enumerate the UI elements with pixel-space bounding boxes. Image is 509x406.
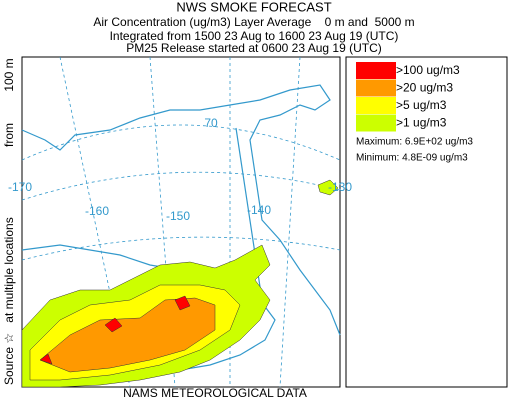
- graticule: [59, 56, 301, 388]
- legend-label: >1 ug/m3: [396, 116, 447, 130]
- legend-swatch: [356, 114, 396, 132]
- side-label: from: [2, 123, 16, 147]
- legend-label: >5 ug/m3: [396, 98, 447, 112]
- legend-swatch: [356, 79, 396, 97]
- map-label: -150: [166, 209, 190, 223]
- graticule: [21, 124, 341, 261]
- map: [21, 56, 341, 388]
- smoke-area: [317, 179, 339, 196]
- smoke-area: [39, 295, 191, 365]
- legend-label: >20 ug/m3: [396, 81, 453, 95]
- map-label: -130: [328, 180, 352, 194]
- map-label: -170: [8, 180, 32, 194]
- map-label: -140: [247, 203, 271, 217]
- smoke-area: [39, 297, 216, 373]
- header-line: Air Concentration (ug/m3) Layer Average …: [93, 15, 414, 29]
- legend-stat: Maximum: 6.9E+02 ug/m3: [356, 137, 473, 148]
- header-line: NWS SMOKE FORECAST: [176, 0, 331, 14]
- header-line: Integrated from 1500 23 Aug to 1600 23 A…: [110, 29, 399, 43]
- map-label: -160: [85, 204, 109, 218]
- map-label: 70: [204, 116, 218, 130]
- coastline: [21, 84, 341, 336]
- header-line: PM25 Release started at 0600 23 Aug 19 (…: [126, 41, 381, 55]
- legend-swatch: [356, 62, 396, 79]
- legend-stat: Minimum: 4.8E-09 ug/m3: [356, 153, 468, 164]
- footer: NAMS METEOROLOGICAL DATA: [123, 386, 307, 400]
- legend-swatch: [356, 97, 396, 114]
- legend-label: >100 ug/m3: [396, 63, 460, 77]
- side-label: 100 m: [2, 58, 16, 91]
- side-label: Source ☆: [2, 333, 16, 385]
- side-label: at multiple locations: [2, 217, 16, 322]
